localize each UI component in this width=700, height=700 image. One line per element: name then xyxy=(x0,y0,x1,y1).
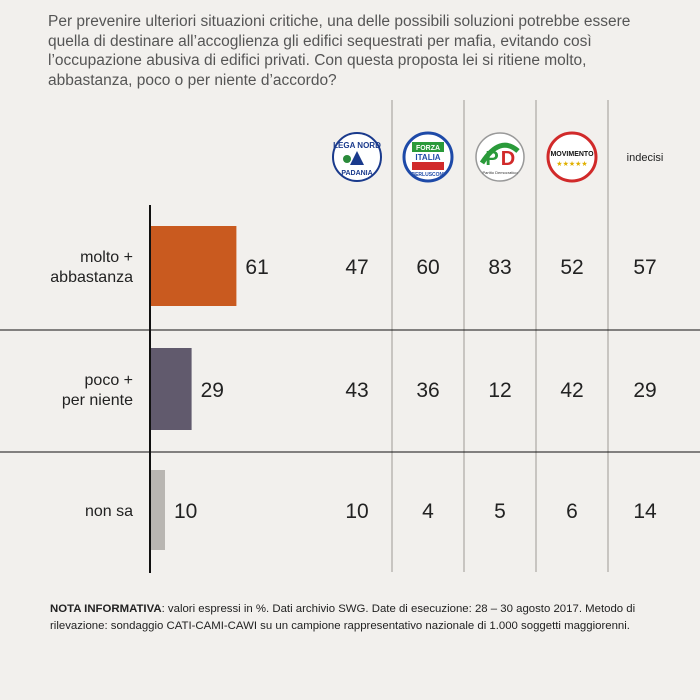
table-cell-value: 43 xyxy=(345,379,368,402)
table-cell-value: 29 xyxy=(633,379,656,402)
bar xyxy=(151,470,165,550)
table-cell-value: 83 xyxy=(488,256,511,279)
question-text: Per prevenire ulteriori situazioni criti… xyxy=(48,13,631,89)
bar xyxy=(151,348,192,430)
table-cell-value: 57 xyxy=(633,256,656,279)
logo-lettering: BERLUSCONI xyxy=(411,172,445,178)
note-label: NOTA INFORMATIVA xyxy=(50,603,162,615)
bar-value-label: 10 xyxy=(174,500,197,523)
flag-white xyxy=(412,152,444,162)
logo-ring xyxy=(546,131,598,183)
table-cell-value: 36 xyxy=(416,379,439,402)
sun-icon xyxy=(343,155,351,163)
table-cell-value: 10 xyxy=(345,500,368,523)
table-cell-value: 4 xyxy=(422,500,434,523)
category-label: non sa xyxy=(85,503,133,520)
table-cell-value: 47 xyxy=(345,256,368,279)
bar-value-label: 29 xyxy=(201,379,224,402)
logo-lettering: LEGA NORD xyxy=(333,141,381,150)
logo-lettering: PADANIA xyxy=(341,170,372,177)
logo-lettering: D xyxy=(501,148,515,170)
category-label-line: molto + xyxy=(80,249,133,266)
logo-lettering: MOVIMENTO xyxy=(550,151,594,158)
category-label-line: poco + xyxy=(85,372,133,389)
olive-branch-icon xyxy=(479,142,520,165)
bar-value-label: 61 xyxy=(245,256,268,279)
flag-green xyxy=(412,142,444,152)
table-cell-value: 60 xyxy=(416,256,439,279)
warrior-icon xyxy=(350,151,364,165)
logo-lettering: P xyxy=(485,148,498,170)
logo-lettering: FORZA xyxy=(416,145,440,152)
poll-chart: 61 molto + abbastanza 29 poco + per niente 10 n… xyxy=(0,100,700,573)
methodology-note: NOTA INFORMATIVA: valori espressi in %. … xyxy=(50,601,670,635)
table-cell-value: 42 xyxy=(560,379,583,402)
table-cell-value: 6 xyxy=(566,500,578,523)
note-text: : valori espressi in %. Dati archivio SW… xyxy=(50,603,636,632)
table-cell-value: 52 xyxy=(560,256,583,279)
table-cell-value: 5 xyxy=(494,500,506,523)
logo-lettering: Partito Democratico xyxy=(482,170,518,175)
bar xyxy=(151,226,237,306)
category-label: molto + abbastanza xyxy=(50,249,133,286)
category-label: poco + per niente xyxy=(62,372,133,409)
table-cell-value: 12 xyxy=(488,379,511,402)
category-label-line: per niente xyxy=(62,392,133,409)
category-label-line: non sa xyxy=(85,503,133,520)
lega-nord-logo: LEGA NORD PADANIA xyxy=(332,132,382,182)
m5s-logo: MOVIMENTO ★★★★★ xyxy=(546,131,598,183)
stars-icon: ★★★★★ xyxy=(556,160,587,168)
logo-lettering: ITALIA xyxy=(415,153,440,162)
category-label-line: abbastanza xyxy=(50,269,133,286)
table-cell-value: 14 xyxy=(633,500,657,523)
column-header-indecisi: indecisi xyxy=(627,152,664,164)
flag-red xyxy=(412,162,444,170)
